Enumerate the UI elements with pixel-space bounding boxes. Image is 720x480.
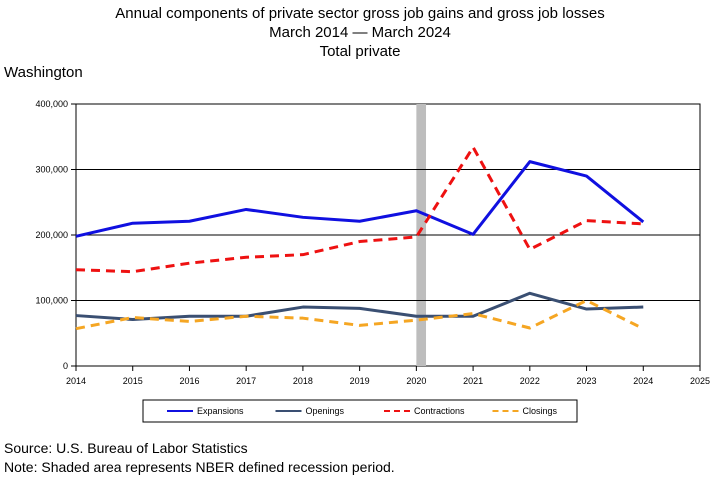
x-tick-label: 2018 (293, 376, 313, 386)
x-tick-label: 2025 (690, 376, 710, 386)
y-tick-label: 400,000 (35, 99, 68, 109)
x-tick-label: 2017 (236, 376, 256, 386)
legend-label-openings: Openings (306, 406, 345, 416)
title-line-1: Annual components of private sector gros… (115, 5, 605, 22)
x-tick-label: 2021 (463, 376, 483, 386)
x-tick-label: 2019 (350, 376, 370, 386)
title-line-2: March 2014 — March 2024 (269, 24, 451, 41)
legend-box (142, 399, 578, 423)
x-tick-label: 2014 (66, 376, 86, 386)
y-tick-label: 300,000 (35, 165, 68, 175)
x-tick-label: 2024 (633, 376, 653, 386)
x-tick-label: 2020 (406, 376, 426, 386)
region-label: Washington (4, 64, 83, 81)
source-note: Source: U.S. Bureau of Labor Statistics (4, 440, 248, 456)
series-line-contractions (75, 145, 644, 274)
series-line-openings (75, 291, 644, 321)
legend-label-expansions: Expansions (197, 406, 244, 416)
series-line-closings (75, 299, 644, 331)
x-tick-label: 2016 (179, 376, 199, 386)
x-tick-label: 2022 (520, 376, 540, 386)
x-tick-label: 2023 (577, 376, 597, 386)
y-tick-label: 200,000 (35, 230, 68, 240)
chart-title: Annual components of private sector gros… (0, 4, 720, 61)
series-line-expansions (75, 160, 645, 238)
y-tick-label: 100,000 (35, 296, 68, 306)
y-tick-label: 0 (63, 361, 68, 371)
legend-label-contractions: Contractions (414, 406, 465, 416)
recession-note: Note: Shaded area represents NBER define… (4, 459, 395, 475)
x-tick-label: 2015 (123, 376, 143, 386)
title-line-3: Total private (319, 43, 401, 60)
legend-label-closings: Closings (523, 406, 558, 416)
